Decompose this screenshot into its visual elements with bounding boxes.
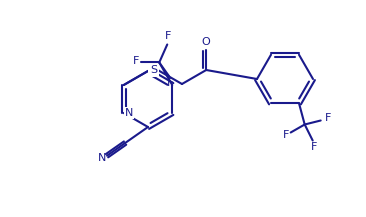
Text: N: N: [149, 66, 157, 76]
Text: F: F: [167, 79, 173, 89]
Text: F: F: [325, 113, 331, 123]
Text: F: F: [310, 143, 317, 153]
Text: S: S: [151, 65, 158, 75]
Text: O: O: [202, 37, 210, 47]
Text: F: F: [133, 56, 139, 66]
Text: N: N: [98, 153, 106, 163]
Text: F: F: [165, 31, 171, 41]
Text: F: F: [283, 130, 289, 140]
Text: N: N: [125, 108, 133, 118]
